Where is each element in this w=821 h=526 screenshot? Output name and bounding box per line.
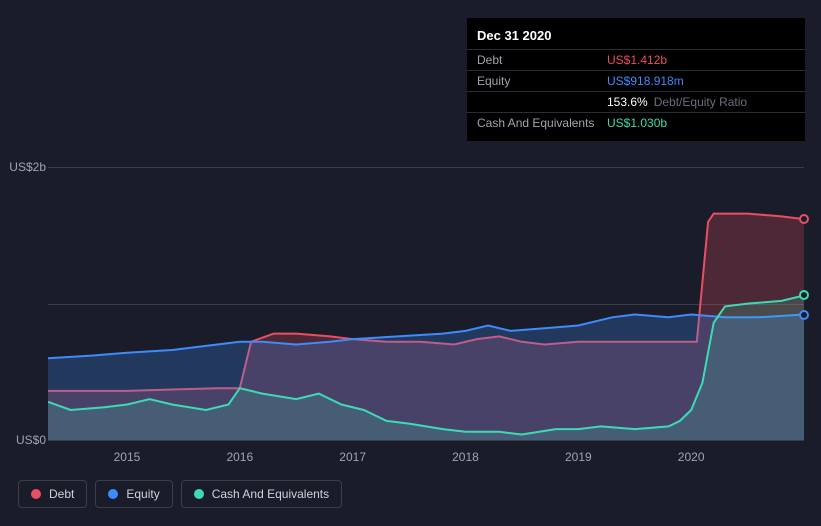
tooltip-row: 153.6% Debt/Equity Ratio [467,91,805,112]
legend-dot-icon [194,489,204,499]
y-axis-label: US$2b [9,160,46,174]
legend-item-equity[interactable]: Equity [95,480,172,508]
legend-label: Equity [126,487,159,501]
plot-area [48,140,804,440]
financial-chart: US$2bUS$0 201520162017201820192020 [18,120,804,460]
tooltip-date: Dec 31 2020 [467,26,805,49]
tooltip-row-value: US$1.030b [607,116,667,130]
legend-item-debt[interactable]: Debt [18,480,87,508]
x-axis: 2015 2016 2017 2018 2019 2020 [48,450,804,470]
tooltip-row: EquityUS$918.918m [467,70,805,91]
hover-tooltip: Dec 31 2020 DebtUS$1.412bEquityUS$918.91… [467,18,805,141]
tooltip-row-label: Equity [477,74,607,88]
tooltip-row-label: Debt [477,53,607,67]
x-axis-label: 2015 [114,450,141,464]
chart-marker-debt [799,214,809,224]
tooltip-row-label: Cash And Equivalents [477,116,607,130]
tooltip-row-value: US$918.918m [607,74,684,88]
legend-label: Debt [49,487,74,501]
x-axis-label: 2016 [226,450,253,464]
legend-label: Cash And Equivalents [212,487,329,501]
gridline [48,440,804,441]
chart-marker-cash-and-equivalents [799,290,809,300]
x-axis-label: 2019 [565,450,592,464]
x-axis-label: 2017 [339,450,366,464]
legend-dot-icon [31,489,41,499]
y-axis-label: US$0 [16,433,46,447]
tooltip-row: Cash And EquivalentsUS$1.030b [467,112,805,133]
x-axis-label: 2020 [678,450,705,464]
tooltip-row-extra: Debt/Equity Ratio [654,95,747,109]
legend-dot-icon [108,489,118,499]
chart-legend: Debt Equity Cash And Equivalents [18,480,342,508]
tooltip-row-label [477,95,607,109]
tooltip-row: DebtUS$1.412b [467,49,805,70]
legend-item-cash-and-equivalents[interactable]: Cash And Equivalents [181,480,342,508]
chart-marker-equity [799,310,809,320]
tooltip-row-value: 153.6% [607,95,648,109]
tooltip-row-value: US$1.412b [607,53,667,67]
x-axis-label: 2018 [452,450,479,464]
